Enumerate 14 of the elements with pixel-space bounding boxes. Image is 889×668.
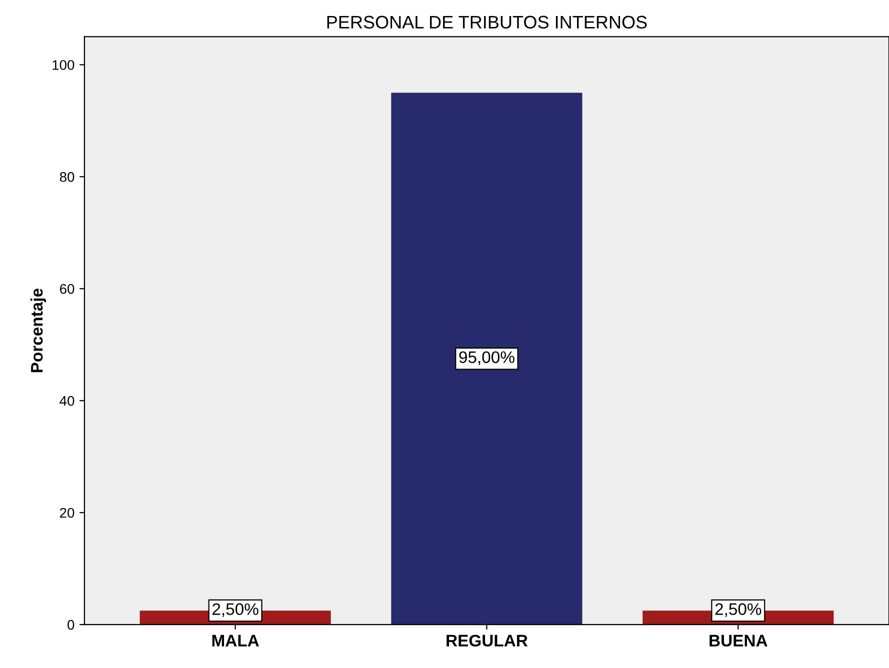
y-tick-label: 0 xyxy=(68,620,74,630)
x-tick-label: MALA xyxy=(212,634,259,646)
y-tick-label: 60 xyxy=(60,284,74,294)
data-label: 95,00% xyxy=(459,351,514,366)
y-axis-title: Porcentaje xyxy=(30,288,46,372)
data-label: 2,50% xyxy=(715,603,762,618)
data-label: 2,50% xyxy=(212,603,258,618)
x-tick-label: BUENA xyxy=(710,634,768,647)
y-tick-label: 100 xyxy=(52,60,74,70)
y-tick-label: 80 xyxy=(60,172,74,182)
y-tick-label: 40 xyxy=(60,396,74,406)
y-tick-label: 20 xyxy=(60,508,74,518)
x-tick-label: REGULAR xyxy=(446,634,528,647)
chart-title: PERSONAL DE TRIBUTOS INTERNOS xyxy=(327,16,647,29)
